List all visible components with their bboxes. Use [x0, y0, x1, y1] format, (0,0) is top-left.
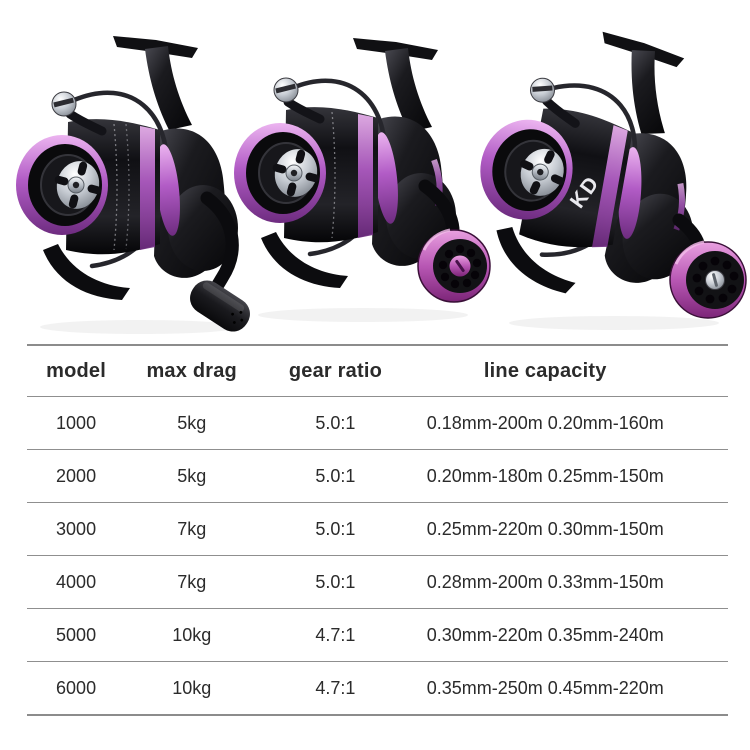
cell-line-capacity: 0.28mm-200m 0.33mm-150m — [426, 571, 664, 592]
table-header-row: model max drag gear ratio line capacity — [27, 346, 728, 397]
cell-model: 2000 — [56, 465, 97, 486]
reel-spool — [16, 119, 180, 255]
cell-line-capacity: 0.30mm-220m 0.35mm-240m — [426, 624, 664, 645]
handle-knob-black — [190, 280, 250, 332]
reel-shadow — [40, 320, 240, 334]
reel-spool — [234, 107, 398, 243]
cell-max-drag: 10kg — [172, 624, 212, 645]
table-row: 5000 10kg 4.7:1 0.30mm-220m 0.35mm-240m — [27, 609, 728, 662]
cell-line-capacity: 0.25mm-220m 0.30mm-150m — [426, 518, 664, 539]
table-row: 3000 7kg 5.0:1 0.25mm-220m 0.30mm-150m — [27, 503, 728, 556]
reel-image-right: KD — [480, 31, 747, 330]
handle-knob-power — [417, 228, 491, 303]
reel-handle — [417, 179, 491, 303]
cell-gear-ratio: 4.7:1 — [315, 624, 356, 645]
cell-gear-ratio: 5.0:1 — [315, 571, 356, 592]
col-header-gear-ratio: gear ratio — [288, 359, 382, 382]
col-header-model: model — [46, 359, 107, 382]
table-row: 4000 7kg 5.0:1 0.28mm-200m 0.33mm-150m — [27, 556, 728, 609]
bail-arm-ball — [530, 77, 580, 128]
table-row: 1000 5kg 5.0:1 0.18mm-200m 0.20mm-160m — [27, 397, 728, 450]
cell-max-drag: 10kg — [172, 677, 212, 698]
rotor-arm — [43, 244, 130, 300]
bail-arm-ball — [51, 91, 107, 136]
cell-gear-ratio: 5.0:1 — [315, 518, 356, 539]
handle-knob-power — [669, 240, 747, 319]
reel-handle — [669, 213, 747, 319]
reel-spool: KD — [480, 108, 642, 248]
cell-line-capacity: 0.20mm-180m 0.25mm-150m — [426, 465, 664, 486]
col-header-line-capacity: line capacity — [483, 359, 607, 382]
col-header-max-drag: max drag — [146, 359, 237, 382]
cell-model: 5000 — [56, 624, 97, 645]
table-row: 2000 5kg 5.0:1 0.20mm-180m 0.25mm-150m — [27, 450, 728, 503]
rotor-arm — [496, 227, 576, 294]
reel-foot — [353, 38, 438, 132]
cell-line-capacity: 0.18mm-200m 0.20mm-160m — [426, 412, 664, 433]
reel-image-middle — [234, 38, 491, 322]
reel-shadow — [258, 308, 468, 322]
cell-max-drag: 7kg — [177, 518, 207, 539]
cell-gear-ratio: 5.0:1 — [315, 465, 356, 486]
reel-foot — [113, 36, 198, 130]
reel-foot — [602, 31, 685, 135]
cell-max-drag: 7kg — [177, 571, 207, 592]
cell-gear-ratio: 4.7:1 — [315, 677, 356, 698]
cell-model: 4000 — [56, 571, 97, 592]
spec-table: model max drag gear ratio line capacity … — [27, 344, 728, 716]
reel-shadow — [509, 316, 719, 330]
cell-model: 3000 — [56, 518, 97, 539]
reel-handle — [190, 191, 250, 332]
cell-gear-ratio: 5.0:1 — [315, 412, 356, 433]
bail-arm-ball — [273, 77, 325, 124]
cell-line-capacity: 0.35mm-250m 0.45mm-220m — [426, 677, 664, 698]
cell-max-drag: 5kg — [177, 465, 207, 486]
cell-model: 6000 — [56, 677, 97, 698]
rotor-arm — [261, 232, 348, 288]
reel-image-left — [16, 36, 250, 334]
table-row: 6000 10kg 4.7:1 0.35mm-250m 0.45mm-220m — [27, 662, 728, 714]
cell-model: 1000 — [56, 412, 97, 433]
cell-max-drag: 5kg — [177, 412, 207, 433]
